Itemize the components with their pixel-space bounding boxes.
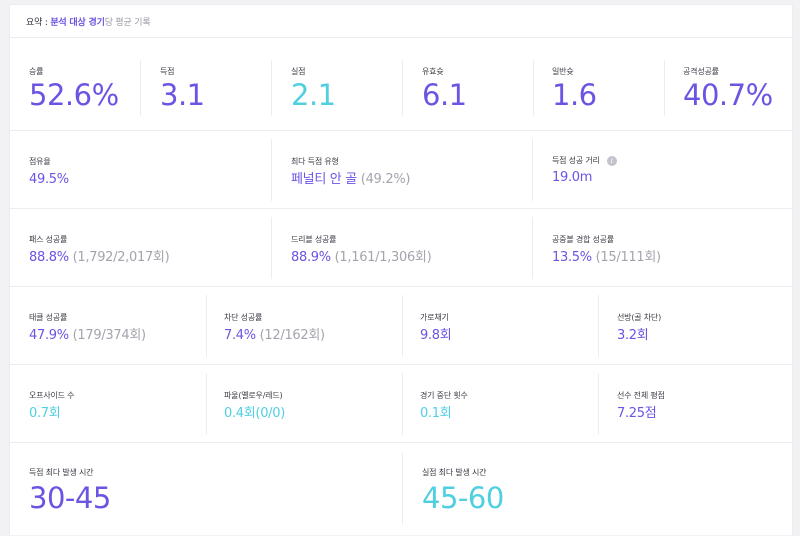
stat-label: 선수 전체 평점: [617, 391, 665, 400]
stat-value: 45-60: [422, 481, 504, 515]
stat-value: 0.1회: [420, 406, 452, 421]
stat-value: 52.6%: [29, 78, 119, 112]
stat-label: 오프사이드 수: [29, 391, 75, 400]
stat-match-stoppages: 경기 중단 횟수 0.1회: [420, 365, 468, 442]
stat-label: 가로채기: [420, 313, 449, 322]
stat-value: 40.7%: [683, 78, 773, 112]
stat-label: 태클 성공률: [29, 313, 68, 322]
stat-peak-scoring-time: 득점 최다 발생 시간 30-45: [29, 443, 111, 536]
stat-value: 6.1: [422, 78, 467, 112]
stat-value: 3.1: [160, 78, 205, 112]
stat-saves: 선방(골 차단) 3.2회: [617, 287, 661, 364]
stat-value: 페널티 안 골: [291, 172, 357, 187]
header-prefix: 요약 :: [26, 18, 51, 28]
stat-top-goal-type: 최다 득점 유형 페널티 안 골 (49.2%): [291, 131, 410, 208]
stat-value: 13.5%: [552, 250, 592, 265]
stat-sub: (12/162회): [255, 328, 325, 343]
stat-label: 실점: [291, 67, 306, 76]
stat-label: 패스 성공률: [29, 235, 68, 244]
stat-label: 경기 중단 횟수: [420, 391, 468, 400]
stat-label: 선방(골 차단): [617, 313, 661, 322]
stat-value: 3.2회: [617, 328, 649, 343]
stat-value: 19.0m: [552, 170, 593, 185]
stat-sub: (49.2%): [356, 172, 411, 187]
stat-value: 88.8%: [29, 250, 69, 265]
stats-row-defense: 태클 성공률 47.9% (179/374회) 차단 성공률 7.4% (12/…: [10, 287, 792, 365]
stats-row-discipline: 오프사이드 수 0.7회 파울(옐로우/레드) 0.4회(0/0) 경기 중단 …: [10, 365, 792, 443]
stats-row-timing: 득점 최다 발생 시간 30-45 실점 최다 발생 시간 45-60: [10, 443, 792, 536]
stat-label: 공격성공률: [683, 67, 719, 76]
stat-label: 실점 최다 발생 시간: [422, 468, 487, 477]
stat-sub: (15/111회): [591, 250, 661, 265]
stat-label: 점유율: [29, 157, 51, 166]
stat-fouls: 파울(옐로우/레드) 0.4회(0/0): [224, 365, 285, 442]
stat-label: 득점 최다 발생 시간: [29, 468, 94, 477]
stats-row-main: 승률 52.6% 득점 3.1 실점 2.1 유효슛 6.1 일반슛 1.6 공…: [10, 38, 792, 131]
stat-possession: 점유율 49.5%: [29, 131, 69, 208]
stat-player-rating: 선수 전체 평점 7.25점: [617, 365, 665, 442]
stat-value: 0.7회: [29, 406, 61, 421]
stat-dribble-success: 드리블 성공률 88.9% (1,161/1,306회): [291, 209, 432, 286]
stat-value: 7.4%: [224, 328, 256, 343]
stat-win-rate: 승률 52.6%: [29, 38, 119, 130]
stat-label: 득점 성공 거리: [552, 156, 600, 165]
stat-goal-distance: 득점 성공 거리 i 19.0m: [552, 131, 617, 208]
stat-value: 7.25점: [617, 406, 657, 421]
stat-label: 최다 득점 유형: [291, 157, 339, 166]
stat-aerial-duel-success: 공중볼 경합 성공률 13.5% (15/111회): [552, 209, 661, 286]
stat-label: 공중볼 경합 성공률: [552, 235, 614, 244]
stat-value: 9.8회: [420, 328, 452, 343]
stat-tackle-success: 태클 성공률 47.9% (179/374회): [29, 287, 146, 364]
summary-header: 요약 : 분석 대상 경기당 평균 기록: [10, 5, 792, 38]
stats-row-passing: 패스 성공률 88.8% (1,792/2,017회) 드리블 성공률 88.9…: [10, 209, 792, 287]
stat-label: 드리블 성공률: [291, 235, 337, 244]
stat-value: 0.4회(0/0): [224, 406, 285, 421]
stat-sub: (1,792/2,017회): [68, 250, 170, 265]
stat-block-success: 차단 성공률 7.4% (12/162회): [224, 287, 325, 364]
stat-label: 득점: [160, 67, 175, 76]
stat-shots-on-target: 유효슛 6.1: [422, 38, 467, 130]
stat-value: 2.1: [291, 78, 336, 112]
stat-sub: (179/374회): [68, 328, 146, 343]
stat-sub: (1,161/1,306회): [330, 250, 432, 265]
stat-label: 차단 성공률: [224, 313, 263, 322]
stat-label: 승률: [29, 67, 44, 76]
stat-label: 유효슛: [422, 67, 444, 76]
stat-goals: 득점 3.1: [160, 38, 205, 130]
header-suffix: 당 평균 기록: [104, 18, 151, 28]
stat-peak-conceding-time: 실점 최다 발생 시간 45-60: [422, 443, 504, 536]
stat-value: 47.9%: [29, 328, 69, 343]
stat-conceded: 실점 2.1: [291, 38, 336, 130]
info-icon[interactable]: i: [606, 155, 617, 166]
stat-value: 1.6: [552, 78, 597, 112]
stat-normal-shots: 일반슛 1.6: [552, 38, 597, 130]
stat-attack-success: 공격성공률 40.7%: [683, 38, 773, 130]
stat-value: 30-45: [29, 481, 111, 515]
summary-card: 요약 : 분석 대상 경기당 평균 기록 승률 52.6% 득점 3.1 실점 …: [9, 4, 793, 535]
stats-row-possession: 점유율 49.5% 최다 득점 유형 페널티 안 골 (49.2%) 득점 성공…: [10, 131, 792, 209]
stat-value: 88.9%: [291, 250, 331, 265]
stat-label: 파울(옐로우/레드): [224, 391, 283, 400]
stat-value: 49.5%: [29, 172, 69, 187]
header-highlight: 분석 대상 경기: [50, 18, 105, 28]
stat-label: 일반슛: [552, 67, 574, 76]
stat-interceptions: 가로채기 9.8회: [420, 287, 452, 364]
stat-pass-success: 패스 성공률 88.8% (1,792/2,017회): [29, 209, 170, 286]
stat-offsides: 오프사이드 수 0.7회: [29, 365, 75, 442]
